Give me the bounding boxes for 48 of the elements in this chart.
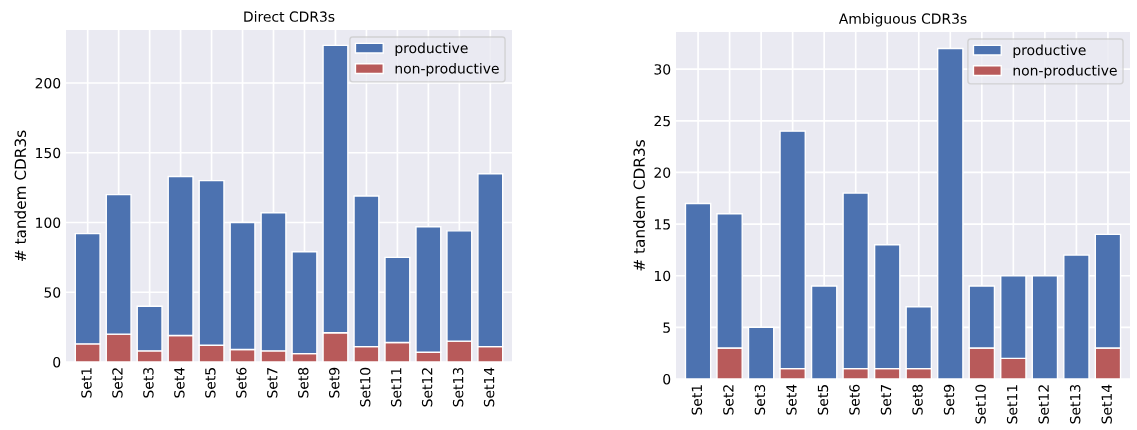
x-tick-label: Set8 [298, 367, 309, 398]
x-tick-label: Set14 [1101, 384, 1112, 424]
y-tick-label: 100 [36, 217, 61, 228]
y-tick-label: 0 [663, 373, 671, 385]
x-tick-label: Set5 [817, 385, 829, 415]
x-tick-label: Set6 [236, 367, 247, 398]
y-tick-label: 15 [654, 219, 670, 230]
x-tick-label: Set10 [975, 384, 986, 424]
x-tick-label: Set2 [723, 385, 734, 415]
x-tick-label: Set9 [943, 384, 955, 415]
y-tick-label: 20 [654, 167, 671, 178]
y-tick-label: 25 [654, 115, 670, 127]
x-tick-label: Set5 [205, 368, 216, 398]
x-tick-label: Set7 [267, 368, 278, 398]
x-tick-label: Set7 [880, 385, 892, 415]
x-tick-label: Set3 [143, 367, 154, 398]
x-tick-label: Set4 [786, 384, 797, 415]
x-tick-label: Set14 [483, 367, 495, 407]
y-tick-label: 0 [53, 356, 61, 368]
x-tick-label: Set8 [912, 384, 923, 415]
x-tick-label: Set9 [328, 367, 340, 398]
y-tick-label: 5 [663, 322, 670, 333]
y-tick-label: 30 [654, 64, 671, 75]
x-tick-label: Set6 [849, 384, 860, 415]
y-tick-label: 10 [654, 270, 671, 282]
chart-title: Direct CDR3s [244, 11, 335, 22]
x-tick-label: Set11 [1006, 385, 1018, 424]
y-tick-label: 50 [44, 287, 61, 298]
y-tick-label: 150 [36, 147, 61, 159]
legend-label: non-productive [395, 62, 499, 77]
legend-label: productive [1013, 44, 1086, 58]
legend-label: non-productive [1013, 64, 1117, 79]
x-tick-label: Set13 [1069, 384, 1081, 424]
x-tick-label: Set4 [174, 367, 185, 398]
x-tick-label: Set1 [81, 368, 92, 398]
x-tick-label: Set11 [390, 368, 402, 407]
legend-label: productive [395, 42, 468, 56]
x-tick-label: Set1 [691, 385, 703, 415]
x-tick-label: Set2 [112, 368, 123, 398]
x-tick-label: Set13 [452, 367, 464, 407]
x-tick-label: Set3 [754, 384, 766, 415]
x-tick-label: Set12 [1038, 385, 1049, 424]
x-tick-label: Set12 [421, 368, 433, 407]
y-axis-title: # tandem CDR3s [14, 130, 27, 261]
y-axis-title: # tandem CDR3s [633, 140, 645, 271]
y-tick-label: 200 [35, 77, 61, 89]
chart-title: Ambiguous CDR3s [838, 13, 967, 27]
x-tick-label: Set10 [359, 367, 371, 407]
